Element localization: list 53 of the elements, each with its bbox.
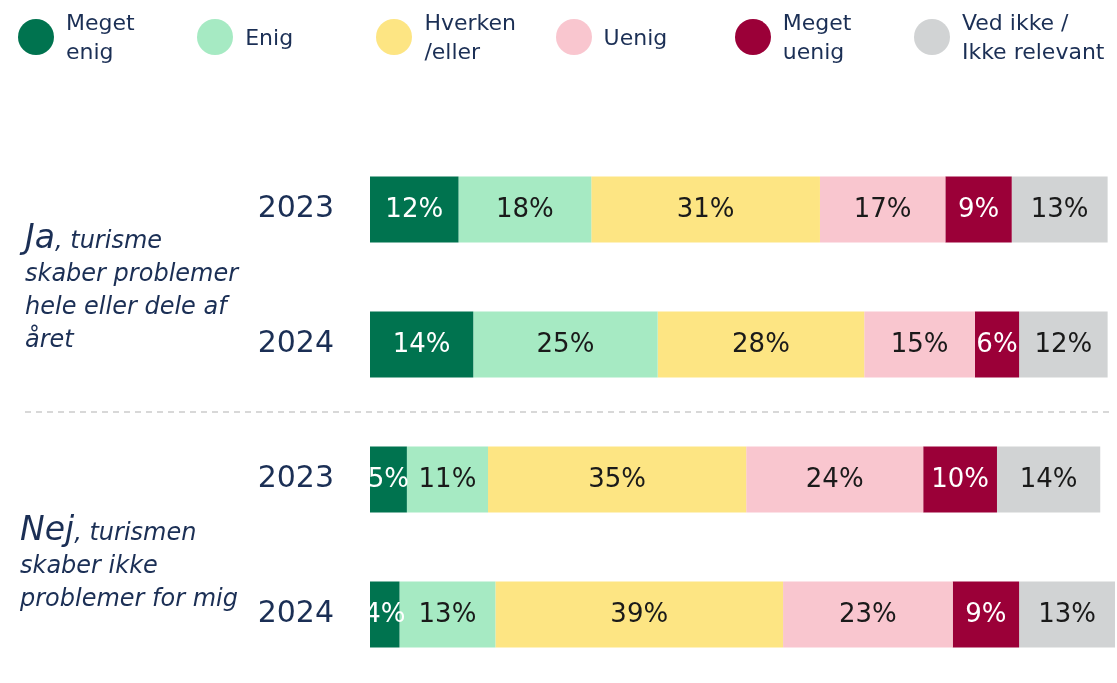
legend-label: Meget enig — [66, 9, 136, 66]
data-label: 39% — [610, 598, 669, 629]
bar — [370, 311, 474, 378]
data-label: 17% — [853, 193, 912, 224]
bar — [458, 176, 592, 243]
data-label: 12% — [385, 193, 444, 224]
bar — [406, 446, 489, 513]
data-label: 25% — [536, 328, 595, 359]
data-label: 28% — [732, 328, 790, 359]
data-label: 31% — [676, 193, 735, 224]
data-label: 15% — [890, 328, 949, 359]
data-label: 23% — [839, 598, 897, 629]
bar — [1019, 581, 1115, 648]
text: Nej, turismen skaber ikke problemer for mig — [20, 509, 239, 612]
data-label: 13% — [418, 598, 477, 629]
bar — [1019, 311, 1108, 378]
bar — [488, 446, 747, 513]
y-tick-label: 2024 — [257, 594, 334, 630]
data-label: 9% — [957, 193, 1000, 224]
bar — [952, 581, 1020, 648]
legend-label: Uenig — [603, 23, 668, 52]
data-label: 14% — [392, 328, 451, 359]
data-label: 10% — [931, 463, 989, 494]
bar — [495, 581, 784, 648]
bar — [783, 581, 953, 648]
legend-label: Meget uenig — [782, 9, 853, 66]
bar — [370, 176, 459, 243]
data-label: 35% — [588, 463, 646, 494]
bar — [657, 311, 865, 378]
data-label: 11% — [418, 463, 477, 494]
y-tick-label: 2023 — [257, 459, 334, 495]
y-tick-label: 2023 — [257, 189, 334, 225]
data-label: 18% — [496, 193, 554, 224]
bar — [945, 176, 1012, 243]
data-label: 13% — [1030, 193, 1089, 224]
data-label: 14% — [1019, 463, 1078, 494]
bar — [923, 446, 997, 513]
bar — [591, 176, 820, 243]
bar — [996, 446, 1101, 513]
data-label: 9% — [965, 598, 1007, 629]
bar — [1011, 176, 1108, 243]
data-label: 6% — [976, 328, 1018, 359]
y-tick-label: 2024 — [257, 324, 334, 360]
data-label: 13% — [1038, 598, 1096, 629]
bar — [864, 311, 975, 378]
data-label: 12% — [1034, 328, 1093, 359]
data-label: 24% — [805, 463, 864, 494]
bar — [746, 446, 924, 513]
legend-label: Enig — [245, 23, 294, 52]
legend-label: Ved ikke / Ikke relevant — [961, 9, 1106, 66]
bar — [473, 311, 658, 378]
bar — [819, 176, 946, 243]
legend-label: Hverken /eller — [424, 9, 516, 66]
